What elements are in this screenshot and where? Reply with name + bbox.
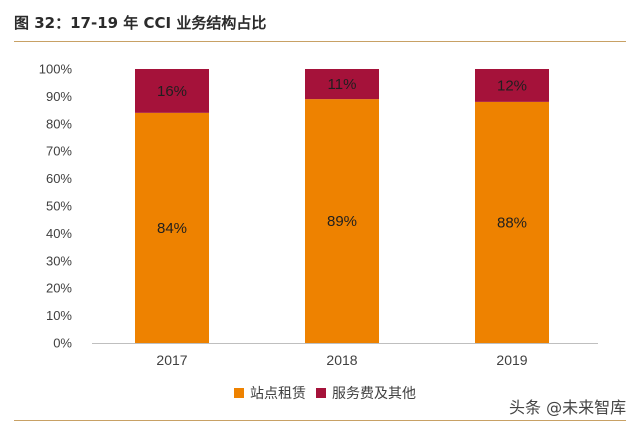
x-category-label: 2017 <box>156 352 187 368</box>
data-label: 84% <box>157 220 187 237</box>
y-axis: 0% 10% 20% 30% 40% 50% 60% 70% 80% 90% 100% <box>39 62 73 351</box>
legend-label-station-leasing: 站点租赁 <box>250 386 306 402</box>
watermark: 头条 @未来智库 <box>509 398 627 417</box>
title-divider <box>14 41 626 42</box>
y-tick-label: 10% <box>46 308 72 323</box>
y-tick-label: 0% <box>53 336 72 351</box>
data-label: 11% <box>328 76 357 93</box>
legend-swatch-station-leasing <box>234 388 244 398</box>
x-category-label: 2019 <box>496 352 527 368</box>
y-tick-label: 60% <box>46 171 72 186</box>
y-tick-label: 100% <box>39 62 73 77</box>
data-label: 88% <box>497 214 527 231</box>
y-tick-label: 90% <box>46 89 72 104</box>
bar-service-fees-2018 <box>305 69 379 100</box>
bar-service-fees-2017 <box>135 69 209 113</box>
y-tick-label: 50% <box>46 199 72 214</box>
bar-station-leasing-2017 <box>135 112 209 343</box>
bar-station-leasing-2019 <box>475 101 549 343</box>
x-axis: 2017 2018 2019 <box>92 343 598 368</box>
legend: 站点租赁 服务费及其他 <box>234 386 416 402</box>
y-tick-label: 20% <box>46 281 72 296</box>
y-tick-label: 40% <box>46 226 72 241</box>
x-category-label: 2018 <box>326 352 357 368</box>
legend-swatch-service-fees <box>316 388 326 398</box>
y-tick-label: 70% <box>46 144 72 159</box>
chart-title: 图 32：17-19 年 CCI 业务结构占比 <box>14 14 267 32</box>
bottom-divider <box>14 420 626 421</box>
legend-label-service-fees: 服务费及其他 <box>332 386 416 402</box>
y-tick-label: 30% <box>46 253 72 268</box>
data-label: 12% <box>497 77 527 94</box>
bar-station-leasing-2018 <box>305 99 379 343</box>
data-label: 16% <box>157 83 187 100</box>
bar-service-fees-2019 <box>475 69 549 102</box>
y-tick-label: 80% <box>46 116 72 131</box>
data-label: 89% <box>327 213 357 230</box>
bar-area: 84% 16% 89% 11% 88% 12% <box>135 69 549 343</box>
